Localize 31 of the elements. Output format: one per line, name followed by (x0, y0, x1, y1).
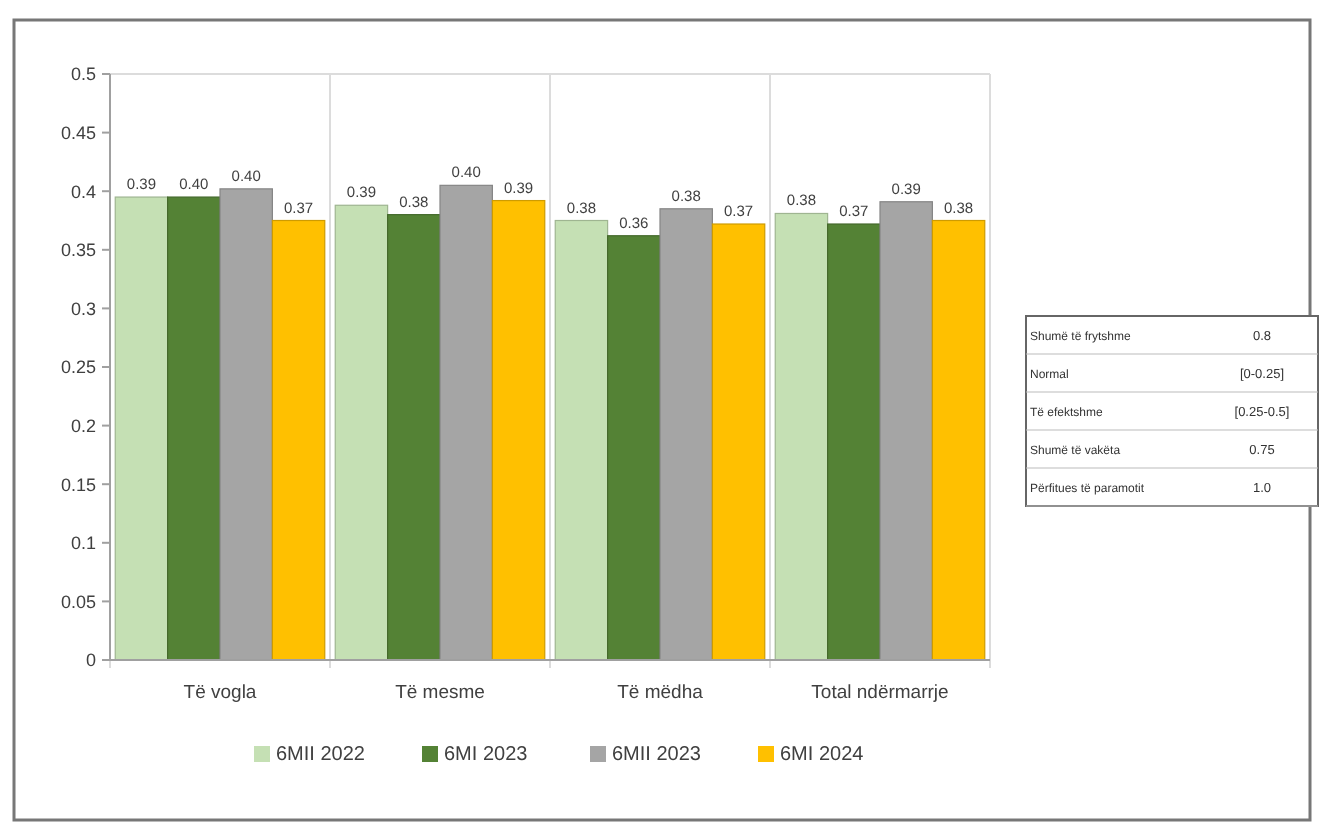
bar (271, 219, 326, 661)
legend-label: 6MI 2023 (444, 744, 529, 766)
x-tick-label: Total ndërmarrje (811, 682, 949, 704)
bar (931, 219, 986, 661)
bar (711, 223, 766, 661)
x-tick-label: Të vogla (183, 682, 258, 704)
bar (334, 204, 389, 661)
bar (774, 212, 829, 661)
y-tick-label: 0.45 (60, 122, 96, 143)
bar (167, 196, 221, 661)
y-tick-label: 0.3 (70, 298, 96, 319)
bar (387, 214, 441, 661)
y-tick-label: 0.5 (70, 64, 96, 85)
legend-label: 6MI 2024 (780, 744, 865, 766)
y-tick-label: 0.1 (70, 533, 96, 554)
legend-label: 6MII 2022 (276, 744, 366, 766)
y-tick-label: 0 (85, 650, 96, 671)
x-tick-label: Të mesme (395, 682, 485, 704)
y-tick-label: 0.15 (60, 474, 96, 495)
legend-label: 6MII 2023 (612, 744, 702, 766)
y-tick-label: 0.2 (70, 415, 96, 436)
y-tick-label: 0.4 (70, 181, 96, 202)
y-tick-label: 0.05 (60, 591, 96, 612)
bar (114, 196, 169, 661)
bar (607, 235, 661, 661)
bar (491, 199, 546, 661)
y-tick-label: 0.35 (60, 240, 96, 261)
bar (827, 223, 881, 661)
y-tick-label: 0.25 (60, 357, 96, 378)
bar (554, 219, 609, 661)
x-tick-label: Të mëdha (617, 682, 705, 704)
